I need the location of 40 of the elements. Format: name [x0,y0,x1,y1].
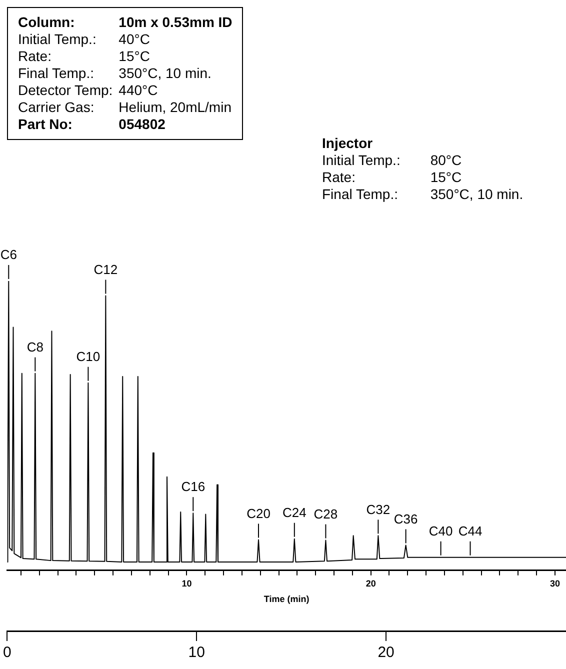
text: 80°C [430,152,463,169]
annotation: C16 [181,479,206,494]
text: 10m x 0.53mm ID [118,14,232,31]
text: Column: [18,14,76,31]
x-tick-label: 20 [366,578,376,588]
text: Detector Temp: [18,82,113,99]
text: 15°C [430,169,463,186]
annotation: C40 [428,523,453,538]
annotation: C12 [94,262,118,277]
text: 40°C [118,31,151,48]
x2-tick-label: 0 [3,644,12,662]
text: 15°C [118,48,151,65]
annotation: C20 [246,506,270,521]
x2-tick-label: 10 [188,644,205,662]
annotation: C32 [366,502,390,517]
text: 350°C, 10 min. [118,65,212,82]
text: Injector [322,135,374,152]
text: Rate: [18,48,52,65]
x-tick-label: 10 [182,578,192,588]
annotation: C36 [394,511,418,526]
x-axis-title: Time (min) [264,594,310,604]
annotation: C44 [458,523,482,538]
text: Initial Temp.: [322,152,400,169]
annotation: C6 [0,247,17,262]
text: Helium, 20mL/min [118,99,232,116]
text: Final Temp.: [322,186,399,203]
text: 440°C [118,82,159,99]
annotation: C28 [314,506,338,522]
text: Part No: [18,116,74,133]
text: Rate: [322,169,356,186]
text: 350°C, 10 min. [430,186,524,203]
x-tick-label: 30 [550,578,560,588]
text: Initial Temp.: [18,31,98,48]
text: Final Temp.: [18,65,95,82]
annotation: C10 [76,348,100,364]
annotation: C8 [26,339,44,354]
annotation: C24 [282,504,306,520]
text: 054802 [118,116,166,133]
text: Carrier Gas: [18,99,96,116]
x2-tick-label: 20 [378,644,394,662]
